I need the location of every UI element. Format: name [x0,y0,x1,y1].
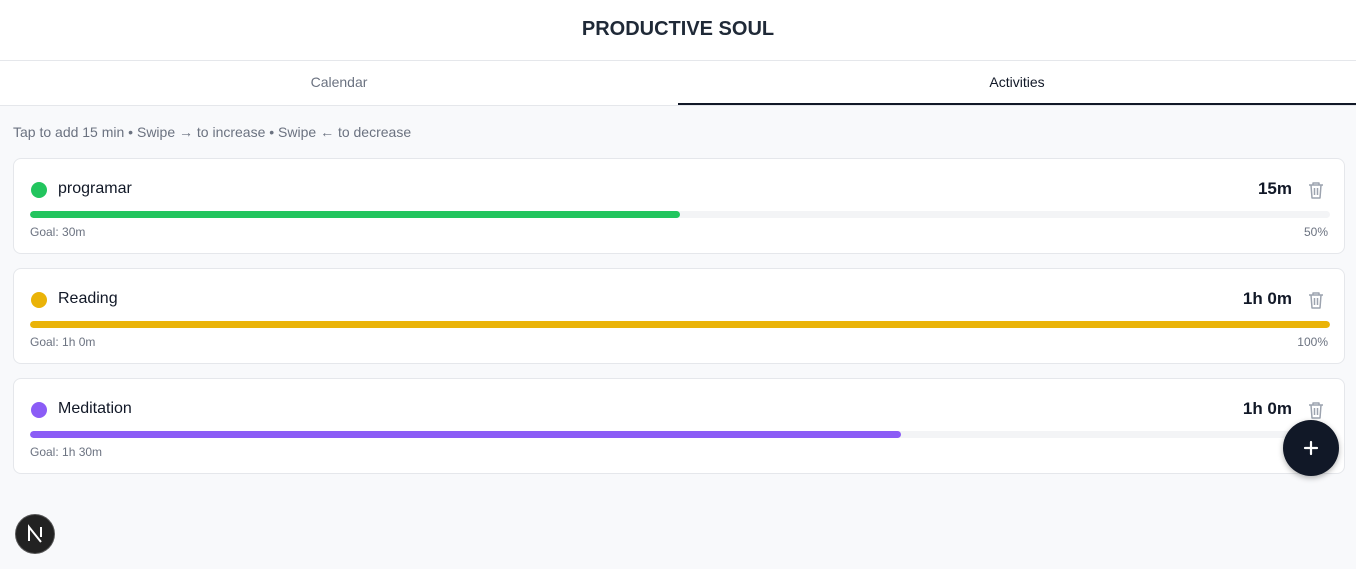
hint: Tap to add 15 min • Swipe → to increase … [13,124,412,140]
progress-fill [30,211,680,218]
add-button[interactable] [1283,420,1339,476]
percent-label: 50% [1303,225,1328,239]
tabs: Calendar Activities [0,61,1356,106]
goal-label: Goal: 30m [30,225,86,239]
activity-card[interactable]: programar 15m Goal: 30m 50% [13,158,1345,254]
color-dot [31,402,47,418]
dev-badge[interactable] [16,515,54,553]
color-dot [31,182,47,198]
n-icon [28,524,42,543]
color-dot [31,292,47,308]
activity-card[interactable]: Reading 1h 0m Goal: 1h 0m 100% [13,268,1345,364]
delete-button[interactable] [1308,401,1324,424]
trash-icon [1309,182,1323,199]
activity-time: 15m [1257,179,1292,198]
progress-fill [30,431,901,438]
activity-name: Reading [58,290,118,307]
activity-time: 1h 0m [1242,289,1292,308]
progress-fill [30,321,1330,328]
trash-icon [1309,402,1323,419]
percent-label: 100% [1297,335,1328,349]
delete-button[interactable] [1308,181,1324,204]
activity-name: Meditation [58,400,132,417]
activity-card[interactable]: Meditation 1h 0m Goal: 1h 30m [13,378,1345,474]
delete-button[interactable] [1308,291,1324,314]
header: PRODUCTIVE SOUL [0,0,1356,61]
tab[interactable]: Calendar [310,74,368,90]
app-title: PRODUCTIVE SOUL [581,18,775,40]
tab[interactable]: Activities [678,61,1356,105]
activity-time: 1h 0m [1242,399,1292,418]
activity-name: programar [58,180,132,197]
progress-track [30,211,1330,218]
progress-track [30,431,1330,438]
goal-label: Goal: 1h 30m [30,445,103,459]
goal-label: Goal: 1h 0m [30,335,96,349]
plus-icon [1303,440,1319,456]
progress-track [30,321,1330,328]
trash-icon [1309,292,1323,309]
